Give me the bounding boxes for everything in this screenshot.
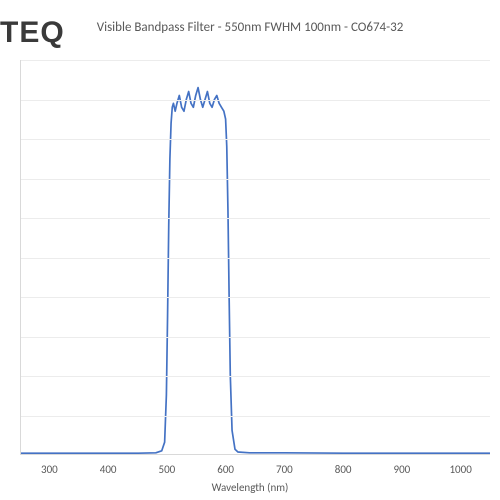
x-tick-label: 800 xyxy=(335,463,352,476)
gridline xyxy=(21,139,490,140)
gridline xyxy=(21,337,490,338)
x-tick-label: 900 xyxy=(394,463,411,476)
gridline xyxy=(21,100,490,101)
gridline xyxy=(21,297,490,298)
x-tick-label: 500 xyxy=(159,463,176,476)
gridline xyxy=(21,179,490,180)
x-tick-label: 600 xyxy=(217,463,234,476)
plot-area xyxy=(20,60,490,455)
x-tick-label: 300 xyxy=(41,463,58,476)
gridline xyxy=(21,416,490,417)
x-axis-label: Wavelength (nm) xyxy=(0,481,500,494)
series-line xyxy=(21,88,490,454)
gridline xyxy=(21,376,490,377)
x-tick-label: 1000 xyxy=(449,463,471,476)
x-tick-label: 700 xyxy=(276,463,293,476)
gridline xyxy=(21,218,490,219)
gridline xyxy=(21,60,490,61)
chart-canvas: TEQ Visible Bandpass Filter - 550nm FWHM… xyxy=(0,0,500,500)
x-tick-label: 400 xyxy=(100,463,117,476)
gridline xyxy=(21,258,490,259)
chart-title: Visible Bandpass Filter - 550nm FWHM 100… xyxy=(0,20,500,35)
